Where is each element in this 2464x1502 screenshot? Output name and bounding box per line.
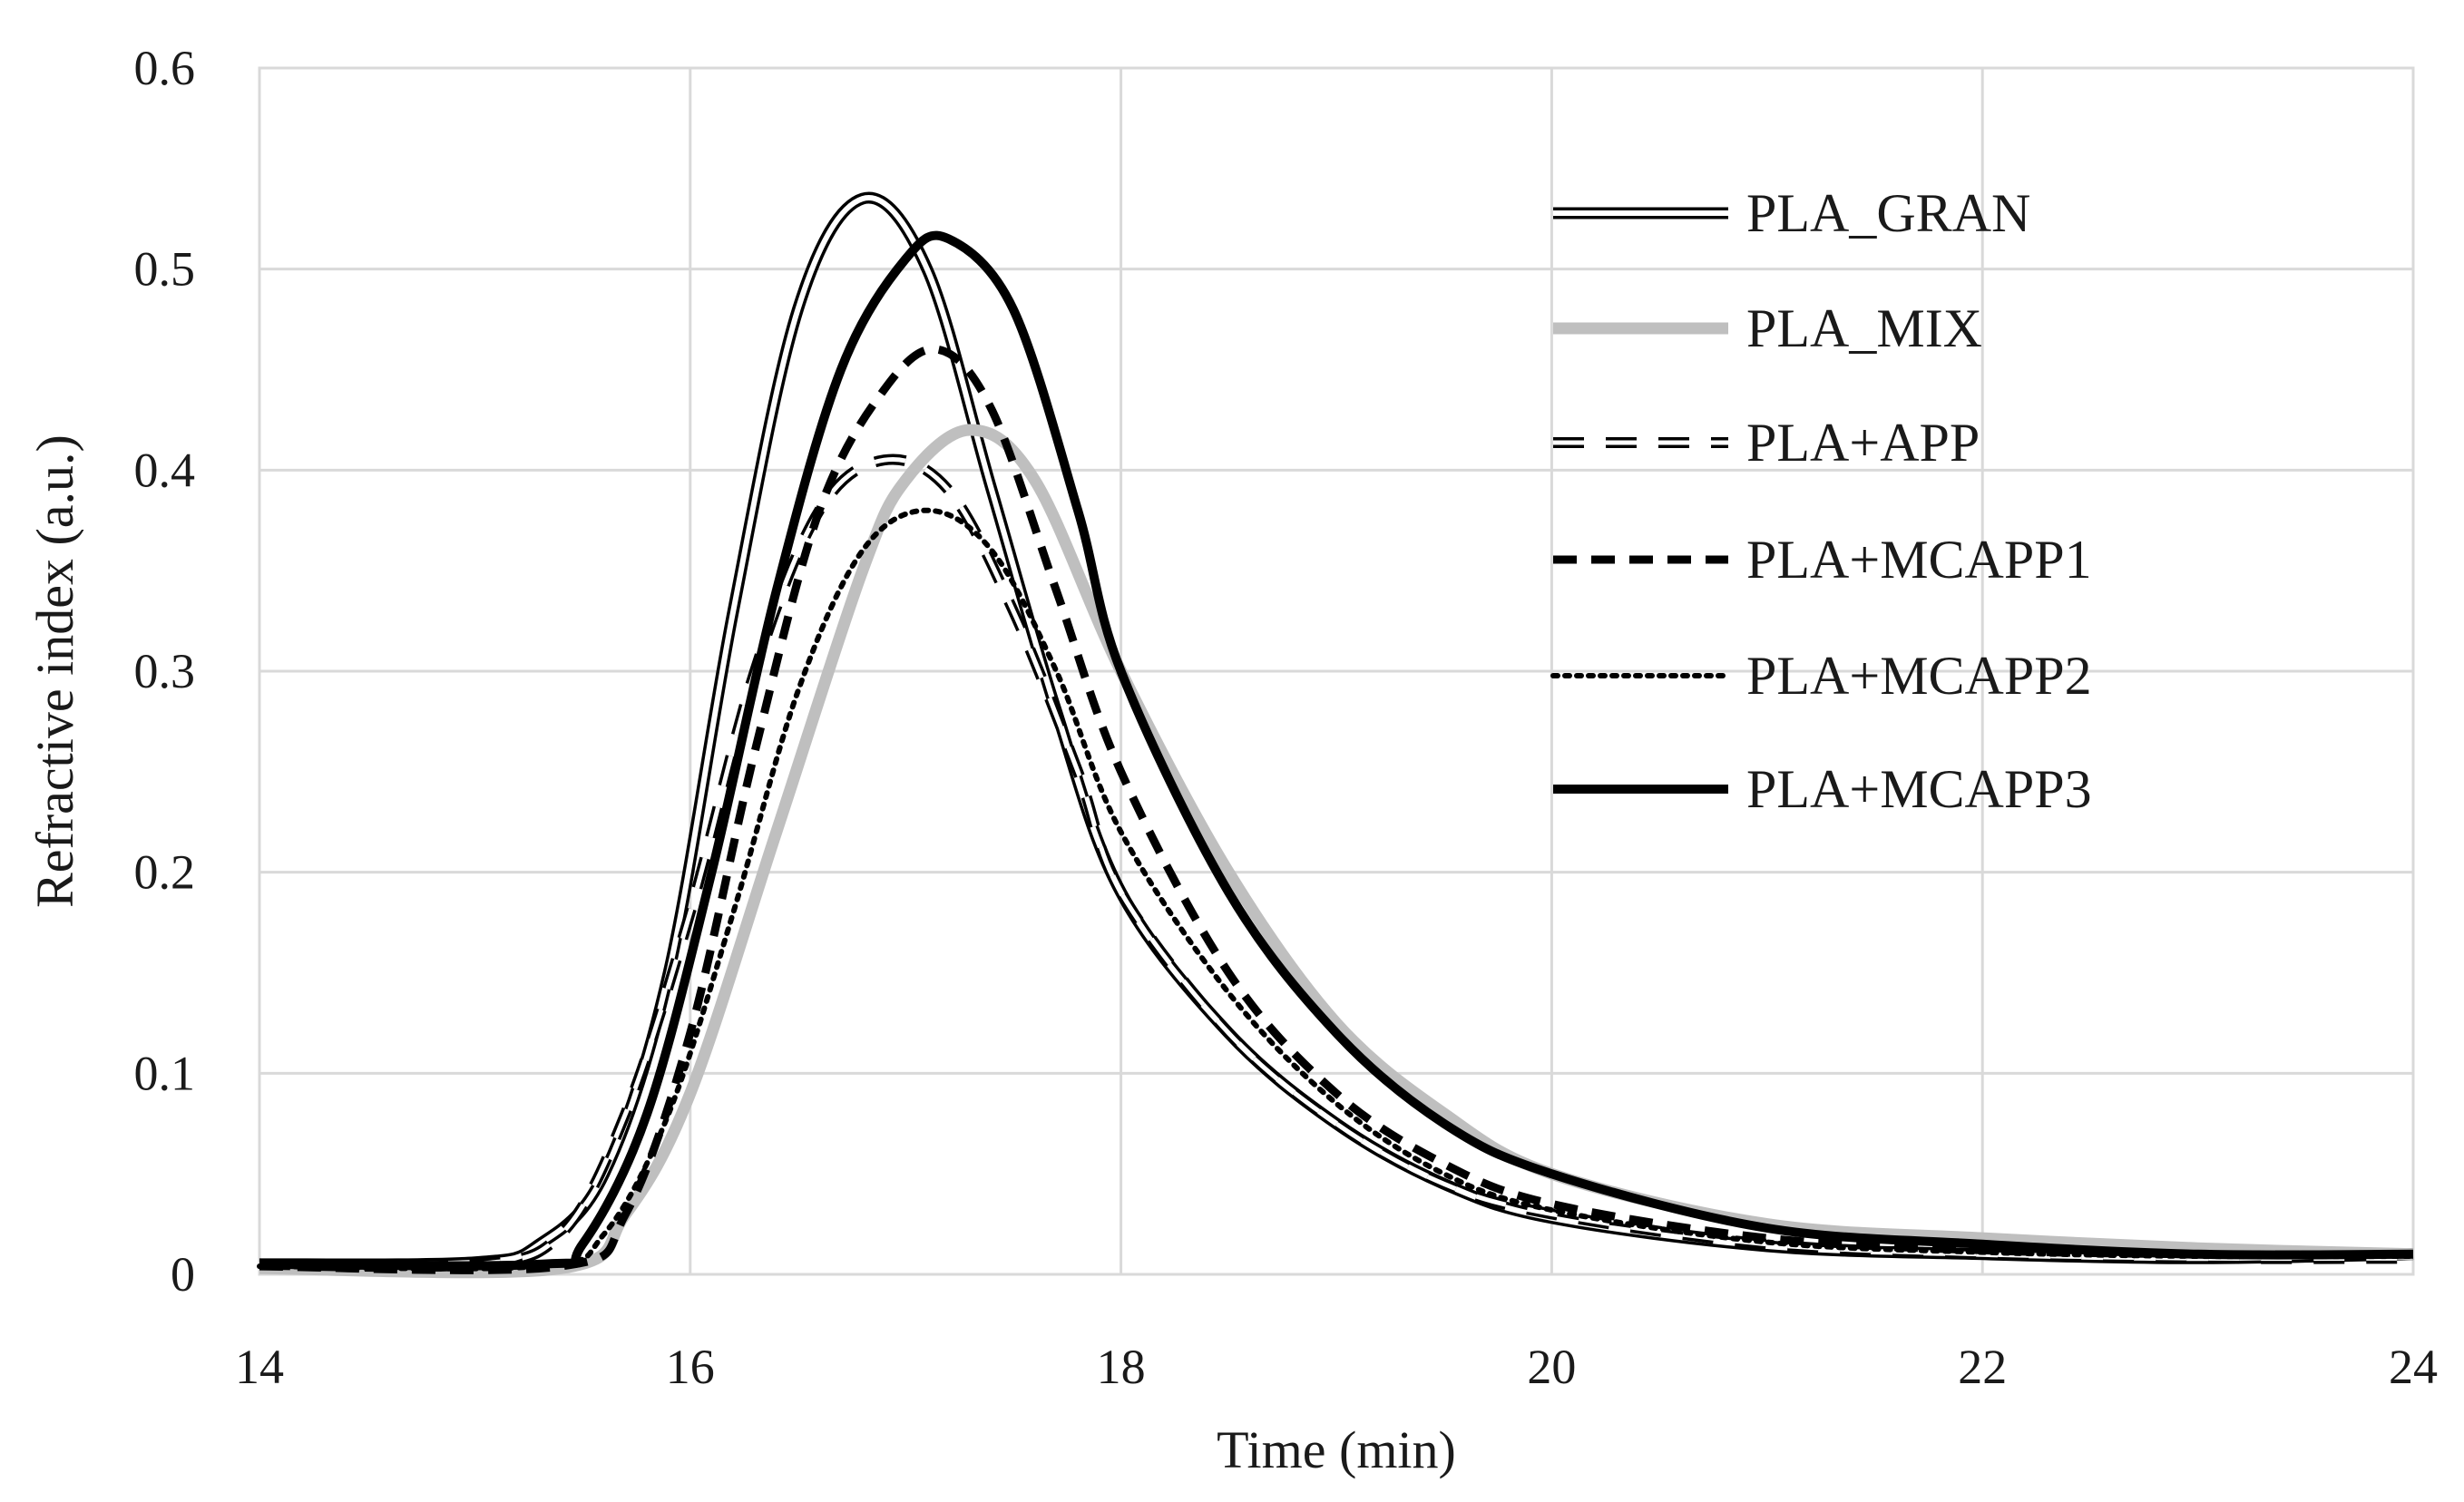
- y-tick-label: 0.1: [134, 1046, 196, 1100]
- x-tick-label: 14: [235, 1340, 284, 1394]
- y-tick-label: 0.4: [134, 443, 196, 497]
- series-pla-mcapp1: [259, 345, 2414, 1274]
- x-tick-label: 24: [2389, 1340, 2438, 1394]
- legend-item: PLA+APP: [1553, 413, 1980, 473]
- series-line-0: [259, 345, 2414, 1274]
- plot-area-frame: [258, 66, 2415, 1276]
- legend: PLA_GRAN PLA_MIX PLA+APP PLA+MCAPP1 PLA+MCAP…: [1550, 183, 2092, 819]
- x-tick-label: 18: [1097, 1340, 1146, 1394]
- y-axis-ticks: 0 0.1 0.2 0.3 0.4 0.5 0.6: [134, 41, 196, 1302]
- legend-label: PLA_GRAN: [1746, 183, 2030, 243]
- legend-label: PLA_MIX: [1746, 298, 1982, 358]
- x-tick-label: 22: [1958, 1340, 2007, 1394]
- x-tick-label: 20: [1527, 1340, 1576, 1394]
- x-axis-label: Time (min): [1217, 1420, 1456, 1479]
- legend-label: PLA+APP: [1746, 413, 1980, 473]
- legend-item: PLA_GRAN: [1553, 183, 2030, 243]
- legend-item: PLA+MCAPP1: [1553, 530, 2092, 590]
- y-tick-label: 0.6: [134, 41, 196, 95]
- series-line-0: [259, 424, 2414, 1279]
- x-tick-label: 16: [666, 1340, 715, 1394]
- series-layer: [257, 191, 2416, 1279]
- x-axis-ticks: 14 16 18 20 22 24: [235, 1340, 2438, 1394]
- y-axis-label: Refractive index (a.u.): [25, 434, 84, 908]
- y-tick-label: 0.3: [134, 644, 196, 698]
- series-pla-mcapp3: [259, 230, 2414, 1271]
- legend-label: PLA+MCAPP2: [1746, 646, 2092, 706]
- legend-label: PLA+MCAPP1: [1746, 530, 2092, 590]
- series-pla-mix: [259, 424, 2414, 1279]
- y-tick-label: 0.2: [134, 845, 196, 900]
- legend-label: PLA+MCAPP3: [1746, 759, 2092, 819]
- y-tick-label: 0: [171, 1247, 195, 1302]
- legend-item: PLA+MCAPP2: [1550, 646, 2092, 706]
- legend-item: PLA_MIX: [1553, 298, 1982, 358]
- series-line-0: [259, 230, 2414, 1271]
- y-tick-label: 0.5: [134, 242, 196, 297]
- legend-item: PLA+MCAPP3: [1553, 759, 2092, 819]
